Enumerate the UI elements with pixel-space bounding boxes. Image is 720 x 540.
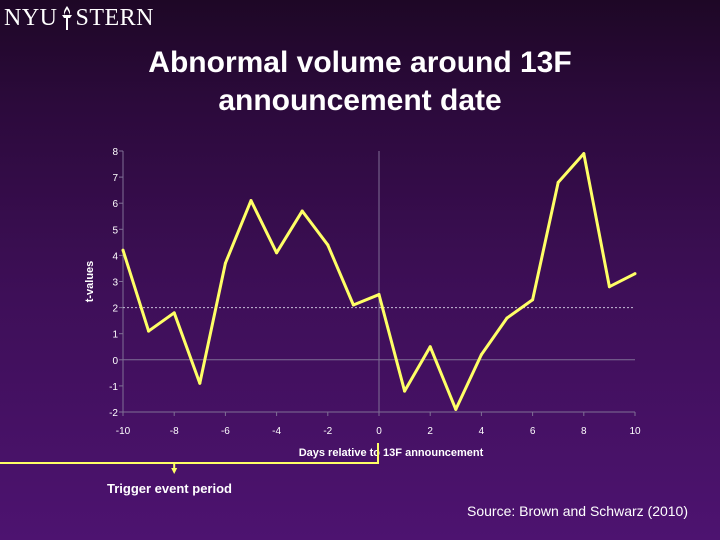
data-point xyxy=(505,316,509,320)
data-point xyxy=(351,303,355,307)
data-point xyxy=(198,381,202,385)
y-tick-label: 2 xyxy=(112,304,118,315)
data-point xyxy=(147,329,151,333)
logo-text-right: STERN xyxy=(75,4,155,31)
y-tick-label: 4 xyxy=(112,251,118,262)
y-tick-label: 8 xyxy=(112,147,118,158)
trigger-bracket xyxy=(0,443,379,464)
data-point xyxy=(377,293,381,297)
data-point xyxy=(223,261,227,265)
data-point xyxy=(403,389,407,393)
x-tick-label: 2 xyxy=(427,426,433,437)
data-point xyxy=(326,243,330,247)
trigger-arrow-icon xyxy=(171,468,178,474)
x-axis-title: Days relative to 13F announcement xyxy=(299,447,484,459)
y-tick-label: 0 xyxy=(112,356,118,367)
data-point xyxy=(428,345,432,349)
data-point xyxy=(121,248,125,252)
x-tick-label: -6 xyxy=(221,426,230,437)
data-point xyxy=(454,407,458,411)
x-tick-label: 10 xyxy=(629,426,641,437)
x-tick-label: 4 xyxy=(479,426,485,437)
data-point xyxy=(633,272,637,276)
logo-text-left: NYU xyxy=(4,4,58,31)
y-tick-label: 6 xyxy=(112,199,118,210)
y-tick-label: 1 xyxy=(112,330,118,341)
x-tick-label: -8 xyxy=(170,426,179,437)
slide-title: Abnormal volume around 13F announcement … xyxy=(148,46,572,117)
trigger-event-label: Trigger event period xyxy=(107,481,232,496)
x-tick-label: -2 xyxy=(323,426,332,437)
x-tick-label: -4 xyxy=(272,426,281,437)
x-tick-label: 0 xyxy=(376,426,382,437)
y-tick-label: 7 xyxy=(112,173,118,184)
data-point xyxy=(607,285,611,289)
x-tick-label: -10 xyxy=(116,426,131,437)
x-tick-label: 6 xyxy=(530,426,536,437)
data-point xyxy=(275,251,279,255)
y-tick-label: 5 xyxy=(112,225,118,236)
data-point xyxy=(172,311,176,315)
nyu-stern-logo: NYU STERN xyxy=(4,2,154,34)
y-tick-label: 3 xyxy=(112,278,118,289)
data-point xyxy=(556,180,560,184)
data-point xyxy=(479,353,483,357)
torch-icon xyxy=(61,6,72,30)
source-citation: Source: Brown and Schwarz (2010) xyxy=(467,503,688,519)
x-tick-label: 8 xyxy=(581,426,587,437)
y-tick-label: -2 xyxy=(109,408,118,419)
data-point xyxy=(531,298,535,302)
y-axis-title: t-values xyxy=(84,261,96,303)
data-point xyxy=(249,199,253,203)
data-point xyxy=(582,152,586,156)
data-point xyxy=(300,209,304,213)
y-tick-label: -1 xyxy=(109,382,118,393)
